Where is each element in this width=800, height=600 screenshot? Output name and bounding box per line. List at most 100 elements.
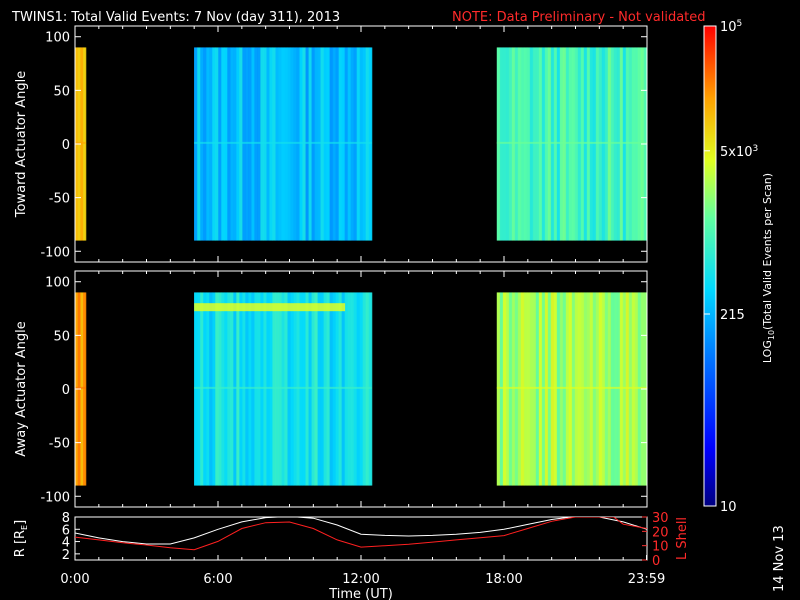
data-column [263, 292, 267, 486]
data-column [353, 47, 358, 241]
data-column [353, 292, 358, 486]
data-column [553, 292, 558, 486]
data-column [637, 47, 642, 241]
data-column [589, 47, 594, 241]
data-column [308, 292, 313, 486]
zero-angle-band [194, 386, 372, 389]
data-column [266, 292, 271, 486]
data-column [206, 47, 210, 241]
data-column [248, 292, 252, 486]
data-column [284, 47, 289, 241]
data-column [583, 292, 588, 486]
data-column [547, 47, 552, 241]
data-column [335, 47, 340, 241]
y-tick-label: 50 [53, 329, 70, 344]
colorbar-tick-label: 10 [720, 500, 737, 515]
data-column [200, 47, 204, 241]
data-column [293, 47, 298, 241]
data-column [502, 292, 507, 486]
data-column [236, 292, 240, 486]
data-column [338, 47, 343, 241]
data-column [347, 47, 352, 241]
zero-angle-band [75, 386, 86, 389]
data-column [610, 47, 615, 241]
data-column [562, 47, 567, 241]
data-column [242, 292, 246, 486]
y-right-tick-label: 0 [652, 554, 660, 569]
data-column [550, 47, 555, 241]
data-column [619, 292, 624, 486]
data-column [284, 292, 289, 486]
data-column [251, 47, 255, 241]
y-axis-label: Toward Actuator Angle [14, 71, 29, 218]
data-column [508, 47, 513, 241]
data-column [260, 47, 264, 241]
data-column [227, 47, 231, 241]
data-column [335, 292, 340, 486]
data-column [236, 47, 240, 241]
data-column [499, 292, 504, 486]
data-column [311, 292, 316, 486]
data-column [221, 47, 225, 241]
data-column [631, 292, 636, 486]
x-tick-label: 12:00 [342, 572, 379, 587]
data-column [248, 47, 252, 241]
y-right-tick-label: 20 [652, 525, 669, 540]
data-column [347, 292, 352, 486]
data-column [598, 292, 603, 486]
data-column [505, 47, 510, 241]
date-stamp: 14 Nov 13 [772, 525, 787, 592]
data-column [245, 47, 249, 241]
data-column [565, 292, 570, 486]
data-column [625, 292, 630, 486]
title-main: TWINS1: Total Valid Events: 7 Nov (day 3… [11, 10, 340, 25]
data-column [538, 292, 543, 486]
data-column [356, 47, 361, 241]
data-column [559, 47, 564, 241]
colorbar-scale [703, 25, 717, 507]
data-column [80, 47, 84, 241]
data-column [532, 292, 537, 486]
data-column [616, 292, 621, 486]
data-column [356, 292, 361, 486]
data-column [200, 292, 204, 486]
data-column [604, 47, 609, 241]
data-column [260, 292, 264, 486]
data-column [595, 47, 600, 241]
data-column [320, 292, 325, 486]
data-column [565, 47, 570, 241]
data-column [83, 292, 87, 486]
data-column [586, 47, 591, 241]
data-column [535, 292, 540, 486]
data-column [311, 47, 316, 241]
data-column [239, 47, 243, 241]
data-column [350, 292, 355, 486]
y-tick-label: 0 [62, 383, 70, 398]
data-column [290, 292, 295, 486]
data-column [224, 47, 228, 241]
y-tick-label: 6 [62, 523, 70, 538]
data-column [80, 292, 84, 486]
y-tick-label: 0 [62, 138, 70, 153]
data-column [227, 292, 231, 486]
data-column [628, 47, 633, 241]
data-column [215, 292, 219, 486]
data-column [233, 292, 237, 486]
data-column [233, 47, 237, 241]
data-column [305, 292, 310, 486]
data-column [314, 292, 319, 486]
data-column [212, 47, 216, 241]
data-block [194, 47, 373, 241]
x-tick-label: 23:59 [628, 572, 665, 587]
data-column [302, 47, 307, 241]
data-column [502, 47, 507, 241]
data-column [224, 292, 228, 486]
data-column [344, 47, 349, 241]
x-tick-label: 0:00 [60, 572, 89, 587]
data-column [607, 292, 612, 486]
data-column [338, 292, 343, 486]
data-column [305, 47, 310, 241]
data-column [359, 47, 364, 241]
data-column [508, 292, 513, 486]
